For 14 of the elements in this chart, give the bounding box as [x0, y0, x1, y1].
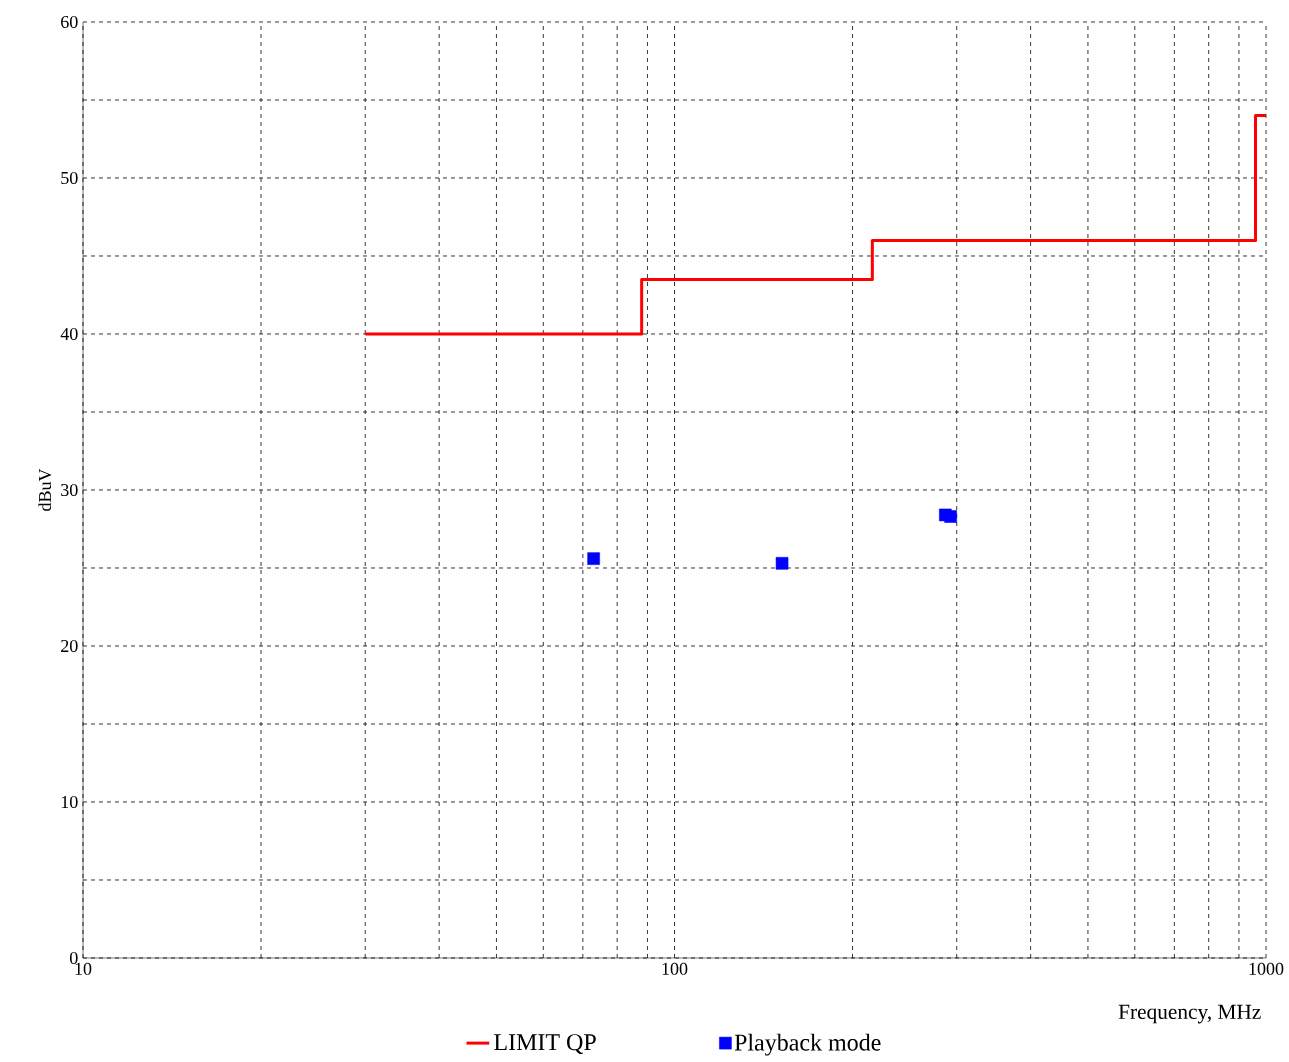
- y-tick-label: 0: [69, 951, 78, 965]
- y-tick-label: 50: [61, 171, 78, 185]
- x-axis-title: Frequency, MHz: [1118, 1004, 1261, 1024]
- y-tick-label: 60: [61, 15, 78, 29]
- x-tick-label: 1000: [1249, 962, 1284, 975]
- y-tick-label: 30: [61, 483, 78, 497]
- legend-label: Playback mode: [734, 1033, 881, 1056]
- y-tick-label: 10: [61, 795, 78, 809]
- y-axis-title: dBuV: [38, 468, 52, 511]
- x-tick-label: 10: [75, 962, 92, 975]
- legend-label: LIMIT QP: [494, 1034, 596, 1054]
- y-tick-label: 40: [60, 327, 78, 341]
- y-tick-label: 20: [61, 639, 78, 653]
- x-tick-label: 100: [662, 962, 688, 975]
